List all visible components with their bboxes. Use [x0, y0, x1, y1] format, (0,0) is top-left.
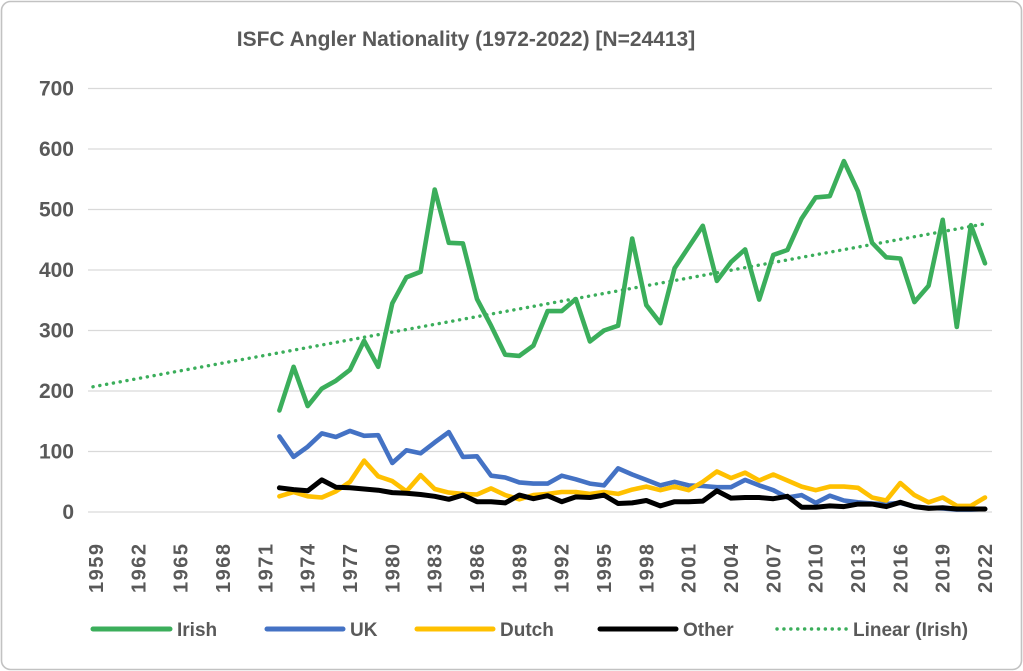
x-tick-1989: 1989 [509, 543, 531, 594]
data-series [91, 158, 988, 512]
legend-label-other: Other [683, 620, 734, 641]
series-line-irish [277, 158, 988, 413]
x-tick-2010: 2010 [806, 543, 828, 594]
x-tick-1998: 1998 [636, 543, 658, 594]
x-tick-2001: 2001 [679, 543, 701, 594]
gridlines [88, 87, 992, 513]
legend-label-dutch: Dutch [500, 620, 554, 641]
series-line-other [276, 477, 988, 512]
x-tick-1968: 1968 [213, 543, 235, 594]
x-tick-1980: 1980 [382, 543, 404, 594]
y-tick-300: 300 [39, 320, 74, 343]
y-tick-200: 200 [39, 380, 74, 403]
x-tick-2013: 2013 [848, 543, 870, 594]
x-tick-2004: 2004 [721, 543, 743, 594]
x-tick-1962: 1962 [128, 543, 150, 594]
legend-item-uk: UK [264, 620, 378, 641]
y-tick-400: 400 [39, 259, 74, 282]
y-tick-700: 700 [39, 78, 74, 101]
legend-label-linear-irish: Linear (Irish) [853, 620, 968, 641]
x-tick-1959: 1959 [86, 543, 108, 594]
y-tick-0: 0 [62, 501, 74, 524]
y-tick-500: 500 [39, 199, 74, 222]
x-tick-2016: 2016 [890, 543, 912, 594]
legend-label-irish: Irish [177, 620, 217, 641]
x-tick-2022: 2022 [975, 543, 997, 594]
axis-labels: 0 100 200 300 400 500 600 700 1959 1962 1965 1968 19… [39, 78, 997, 594]
chart-title: ISFC Angler Nationality (1972-2022) [N=2… [237, 28, 695, 51]
legend-item-dutch: Dutch [414, 620, 554, 641]
legend-item-irish: Irish [90, 620, 217, 641]
x-tick-1971: 1971 [255, 543, 277, 594]
x-tick-1992: 1992 [552, 543, 574, 594]
legend-item-other: Other [597, 620, 734, 641]
x-tick-2007: 2007 [763, 543, 785, 594]
trendline-linear-irish [91, 222, 986, 389]
x-tick-1983: 1983 [425, 543, 447, 594]
y-tick-600: 600 [39, 138, 74, 161]
y-tick-100: 100 [39, 441, 74, 464]
legend: Irish UK Dutch Other Linear (Irish) [90, 620, 968, 641]
x-tick-1995: 1995 [594, 543, 616, 594]
x-tick-1977: 1977 [340, 543, 362, 594]
legend-item-linear-irish: Linear (Irish) [775, 620, 968, 641]
x-tick-1965: 1965 [171, 543, 193, 594]
x-tick-1986: 1986 [467, 543, 489, 594]
x-tick-1974: 1974 [298, 543, 320, 594]
series-line-dutch [277, 458, 988, 509]
x-tick-2019: 2019 [933, 543, 955, 594]
legend-label-uk: UK [350, 620, 378, 641]
